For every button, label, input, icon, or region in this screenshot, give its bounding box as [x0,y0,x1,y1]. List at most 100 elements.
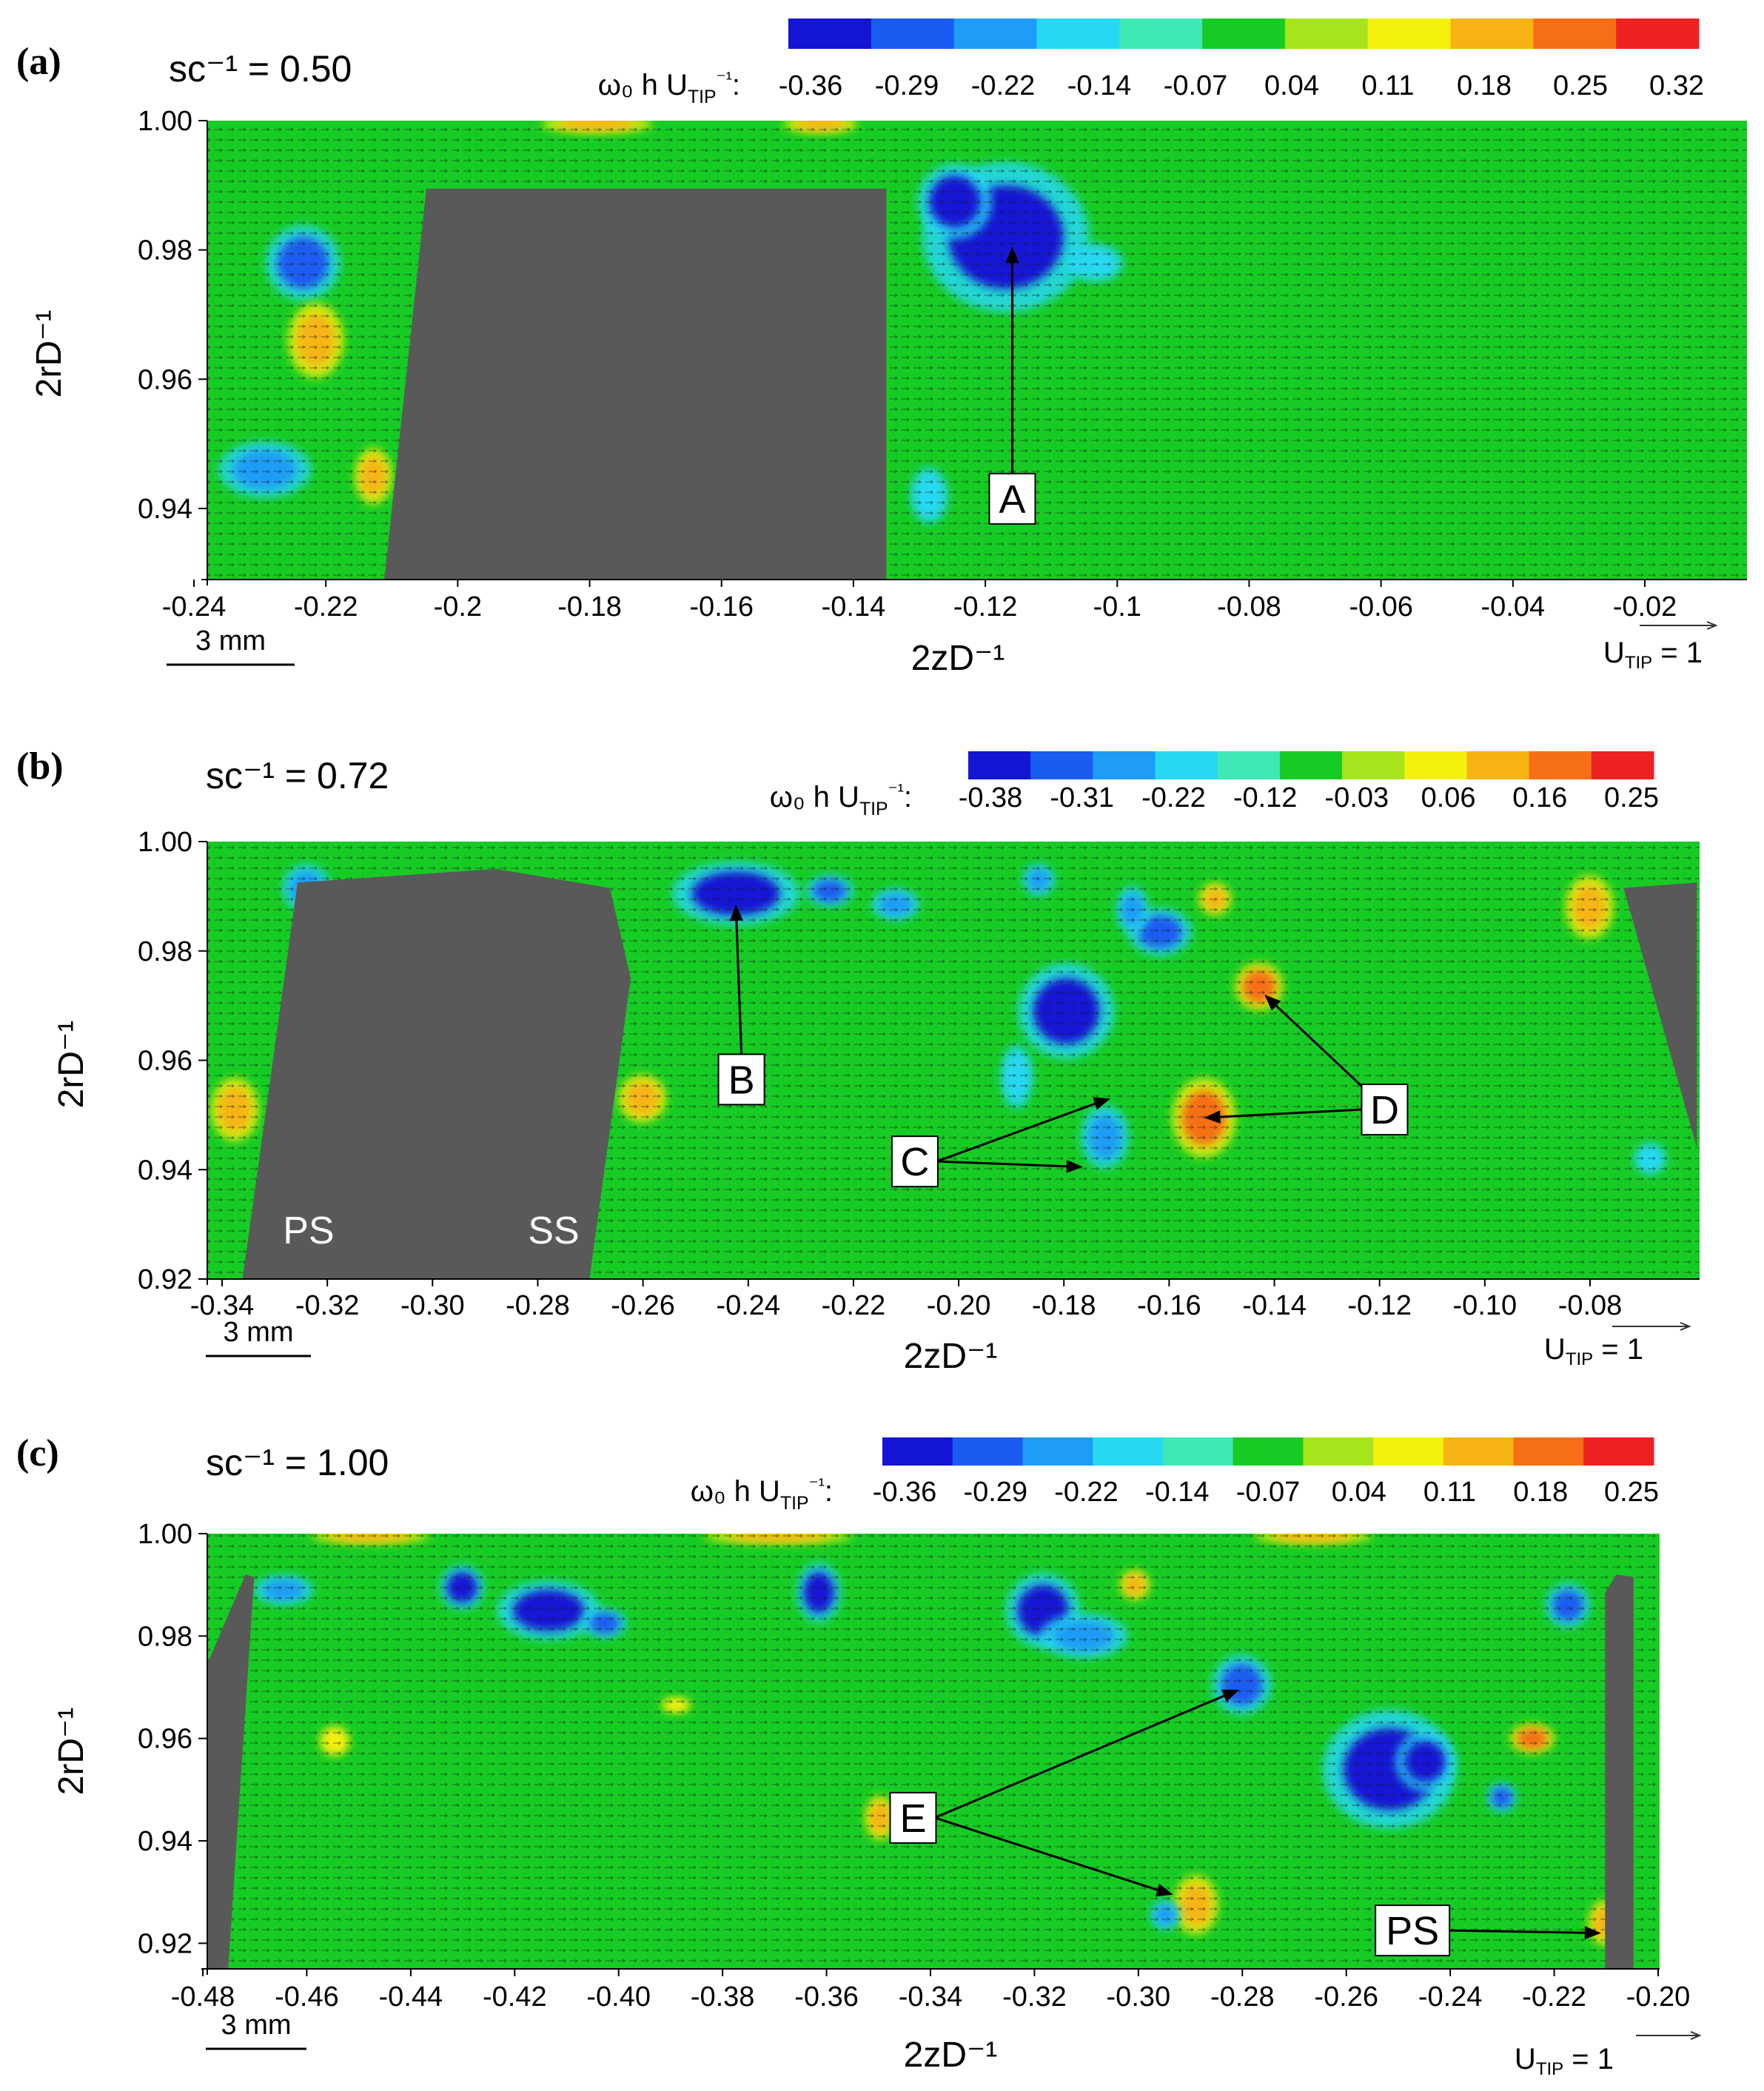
x-tick-label: -0.04 [1481,591,1546,622]
x-tick-label: -0.18 [1032,1290,1096,1321]
colorbar-cell [1529,751,1592,779]
colorbar-tick-label: 0.25 [1604,782,1659,813]
annotation-arrowhead [729,904,743,922]
scale-bar-label: 3 mm [224,1317,294,1348]
colorbar-cell [1030,751,1093,779]
y-tick-label: 0.92 [138,1928,192,1959]
annotation-arrow [735,916,743,1055]
colorbar-cell [1284,19,1369,49]
x-tick-label: -0.30 [1107,1981,1171,2013]
y-tick-label: 1.00 [138,1519,192,1550]
x-tick-label: -0.24 [1418,1981,1483,2013]
reference-vector-label: UTIP = 1 [1544,1333,1643,1369]
colorbar-cell [1533,19,1617,49]
colorbar-cell [1233,1437,1304,1466]
x-axis-label: 2zD⁻¹ [911,639,1005,678]
x-tick-label: -0.20 [1626,1981,1691,2013]
x-tick-label: -0.28 [506,1290,570,1321]
blade-2 [1623,882,1697,1148]
x-tick-label: -0.38 [691,1981,755,2013]
colorbar-cell [1342,751,1405,779]
y-axis-label: 2rD⁻¹ [52,1708,91,1796]
y-tick-label: 0.94 [138,1155,192,1186]
x-tick-label: -0.18 [557,591,622,622]
blade-1 [242,868,631,1279]
x-tick-label: -0.24 [162,591,227,622]
annotation-arrow [934,1816,1162,1893]
y-tick-label: 0.96 [138,364,192,395]
reference-vector-label: UTIP = 1 [1603,637,1703,673]
annotation-label: B [728,1058,755,1102]
x-tick-label: -0.14 [1242,1290,1307,1321]
colorbar-tick-label: -0.29 [875,70,939,101]
colorbar-tick-label: -0.03 [1325,782,1389,813]
annotation-arrowhead [1264,994,1281,1011]
annotation-box [889,1791,937,1844]
x-tick-label: -0.44 [379,1981,443,2013]
colorbar-cell [882,1437,953,1466]
x-tick-label: -0.36 [794,1981,859,2013]
colorbar-tick-label: -0.07 [1164,70,1228,101]
annotation-label: A [999,477,1025,522]
colorbar-cell [1036,19,1120,49]
annotation-arrow [937,1160,1071,1168]
reference-vector-head [1690,2031,1702,2040]
parameter-text: sc⁻¹ = 0.72 [206,755,389,796]
colorbar-tick-label: 0.04 [1264,70,1319,101]
colorbar-tick-label: 0.04 [1332,1477,1386,1508]
colorbar-tick-label: 0.25 [1604,1477,1659,1508]
colorbar-cell [953,19,1037,49]
annotation-arrowhead [1221,1689,1240,1702]
panel-letter: (c) [16,1432,59,1474]
colorbar-tick-label: -0.22 [971,70,1036,101]
colorbar-tick-label: -0.38 [959,782,1023,813]
colorbar-cell [1093,751,1156,779]
colorbar-cell [1155,751,1218,779]
colorbar-cell [871,19,955,49]
colorbar-cell [1217,751,1281,779]
annotation-arrowhead [1066,1159,1083,1173]
x-tick-label: -0.34 [899,1981,963,2013]
colorbar-cell [1450,19,1534,49]
colorbar-tick-label: 0.11 [1361,70,1414,101]
annotation-label: C [900,1140,929,1184]
y-tick-label: 0.98 [138,936,192,967]
colorbar-cell [1513,1437,1584,1466]
x-tick-label: -0.20 [927,1290,991,1321]
annotation-box [1375,1904,1451,1957]
annotation-box [1361,1083,1409,1135]
x-tick-label: -0.26 [611,1290,675,1321]
annotation-box [988,472,1036,525]
panel-b-svg: PS SS 1.00 0.98 0.96 0.94 0.92-0.34 -0.32 -0.30 -… [16,745,1700,1376]
x-axis-label: 2zD⁻¹ [904,1337,998,1376]
colorbar-cell [1303,1437,1374,1466]
annotation-arrow [936,1101,1100,1163]
colorbar-tick-label: -0.31 [1050,782,1114,813]
colorbar-cell [1202,19,1286,49]
annotation-arrow [1449,1929,1589,1934]
colorbar-label: ω₀ h UTIP⁻¹: [691,1475,833,1514]
annotation-label: E [899,1796,926,1841]
y-axis-label: 2rD⁻¹ [52,1021,91,1109]
colorbar-tick-label: 0.18 [1513,1477,1568,1508]
colorbar-tick-label: -0.22 [1054,1477,1119,1508]
y-tick-label: 0.98 [138,1621,192,1652]
annotation-box [891,1135,939,1188]
y-tick-label: 0.94 [138,1826,192,1857]
annotation-arrow [1215,1108,1362,1118]
colorbar [788,19,1700,49]
y-tick-label: 0.92 [138,1264,192,1295]
reference-vector-head [1680,1322,1691,1331]
x-tick-label: -0.34 [190,1290,255,1321]
x-tick-label: -0.16 [1137,1290,1201,1321]
panel-letter: (b) [16,745,64,788]
colorbar-cell [1583,1437,1654,1466]
x-tick-label: -0.42 [483,1981,547,2013]
panel-c: 1.00 0.98 0.96 0.94 0.92 -0.48 -0.46 -0.44 -0.42… [0,1406,1764,2091]
y-tick-label: 0.96 [138,1724,192,1755]
x-tick-label: -0.06 [1349,591,1413,622]
x-tick-label: -0.08 [1217,591,1281,622]
colorbar-cell [1162,1437,1234,1466]
annotation-arrow [933,1693,1229,1819]
annotation-arrow [1272,1001,1369,1093]
